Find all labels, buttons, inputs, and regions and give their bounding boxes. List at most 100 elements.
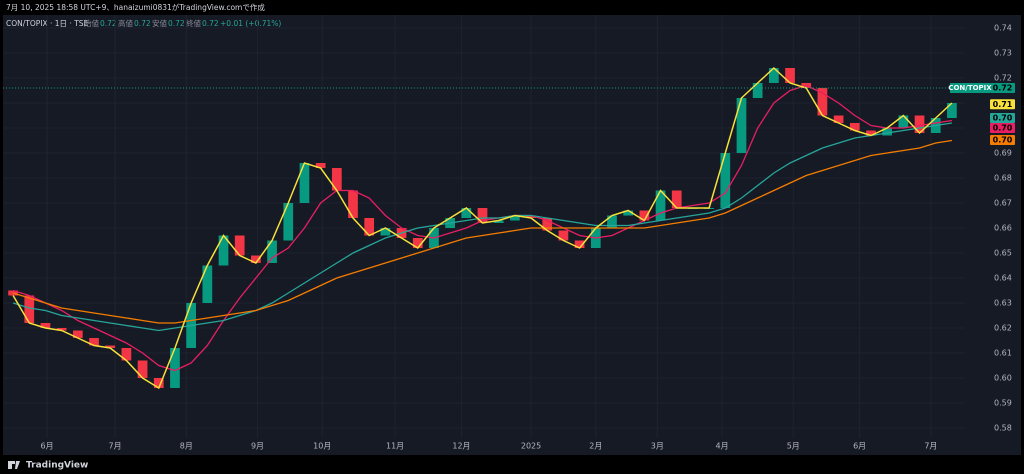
y-tick-label: 0.73: [994, 49, 1012, 58]
brand: TradingView: [26, 461, 88, 471]
candle: [234, 235, 245, 256]
y-tick-label: 0.68: [994, 174, 1012, 183]
candle: [510, 215, 520, 221]
candle: [218, 235, 229, 266]
x-tick-label: 4月: [716, 442, 729, 451]
candle: [412, 238, 423, 248]
candle: [785, 68, 795, 83]
candle: [849, 123, 860, 131]
candle: [331, 168, 342, 191]
candle: [542, 218, 553, 231]
y-tick-label: 0.58: [994, 424, 1012, 433]
y-tick-label: 0.66: [994, 224, 1012, 233]
logo: [8, 461, 20, 469]
candle: [752, 83, 763, 98]
price-tag: [990, 135, 1015, 145]
price-label: 0.70: [993, 136, 1013, 145]
candle: [477, 208, 488, 223]
legend-text: 0.72: [100, 19, 117, 28]
y-tick-label: 0.61: [994, 349, 1012, 358]
candle: [40, 323, 51, 328]
legend-text: 終値: [186, 18, 201, 28]
x-tick-label: 8月: [180, 442, 193, 451]
legend-text: 0.72: [168, 19, 185, 28]
x-tick-label: 10月: [313, 442, 331, 451]
candle: [833, 115, 844, 123]
price-label: 0.70: [993, 124, 1013, 133]
symbol-tag: [950, 83, 990, 93]
candle: [89, 338, 99, 346]
candle: [736, 98, 747, 153]
legend-text: 始値: [84, 18, 99, 28]
candle: [121, 348, 132, 361]
symbol-label: CON/TOPIX: [948, 84, 992, 92]
plot-bg: [3, 15, 1021, 455]
price-label: 0.71: [993, 100, 1013, 109]
ma-line: [12, 122, 953, 332]
y-tick-label: 0.72: [994, 74, 1012, 83]
candle: [574, 240, 585, 248]
x-tick-label: 5月: [787, 442, 800, 451]
candle: [380, 228, 391, 236]
x-tick-label: 12月: [452, 442, 470, 451]
legend-text: 0.72: [202, 19, 219, 28]
candle: [348, 190, 358, 218]
x-tick-label: 9月: [251, 442, 264, 451]
ma-line: [12, 139, 953, 324]
price-tag: [990, 99, 1015, 110]
y-tick-label: 0.62: [994, 324, 1012, 333]
candle: [817, 88, 828, 116]
price-tag: [990, 113, 1015, 123]
candle: [56, 328, 67, 331]
candle: [170, 348, 180, 388]
legend-text: +0.01 (+0.71%): [220, 19, 281, 28]
candle: [639, 210, 650, 221]
candle: [315, 163, 326, 168]
candle: [526, 215, 536, 218]
y-tick-label: 0.59: [994, 399, 1012, 408]
candle: [655, 190, 666, 221]
candle: [251, 255, 261, 263]
candle: [267, 240, 277, 263]
candle: [866, 130, 876, 136]
caption: 7月 10, 2025 18:58 UTC+9、hanaizumi0831がTr…: [6, 2, 265, 12]
candle: [202, 265, 213, 303]
y-tick-label: 0.67: [994, 199, 1012, 208]
candle: [24, 295, 35, 323]
y-tick-label: 0.64: [994, 274, 1012, 283]
candle: [607, 215, 617, 228]
y-tick-label: 0.74: [994, 24, 1012, 33]
y-tick-label: 0.65: [994, 249, 1012, 258]
candle: [137, 360, 148, 378]
legend-text: 高値: [118, 18, 133, 28]
x-tick-label: 3月: [651, 442, 664, 451]
candle: [898, 115, 909, 128]
x-tick-label: 6月: [41, 442, 54, 451]
y-tick-label: 0.69: [994, 149, 1012, 158]
legend-text: 0.72: [134, 19, 151, 28]
candle: [72, 330, 83, 338]
x-tick-label: 7月: [924, 442, 937, 451]
close-line: [12, 66, 953, 390]
candle: [947, 103, 957, 118]
candle: [461, 208, 472, 218]
y-tick-label: 0.60: [994, 374, 1012, 383]
x-tick-label: 7月: [109, 442, 122, 451]
price-label: 0.72: [993, 84, 1013, 93]
candle: [558, 230, 569, 241]
price-tag: [990, 123, 1015, 133]
candle: [623, 210, 634, 216]
price-label: 0.70: [993, 114, 1013, 123]
candle: [914, 115, 925, 133]
legend-text: 安値: [152, 18, 167, 28]
candle: [364, 218, 375, 236]
candle: [882, 128, 893, 136]
x-tick-label: 11月: [386, 442, 404, 451]
candle: [105, 345, 116, 348]
candle: [283, 203, 294, 241]
candle: [299, 163, 310, 203]
candle: [720, 153, 731, 208]
x-tick-label: 2月: [589, 442, 602, 451]
candle: [153, 378, 164, 388]
